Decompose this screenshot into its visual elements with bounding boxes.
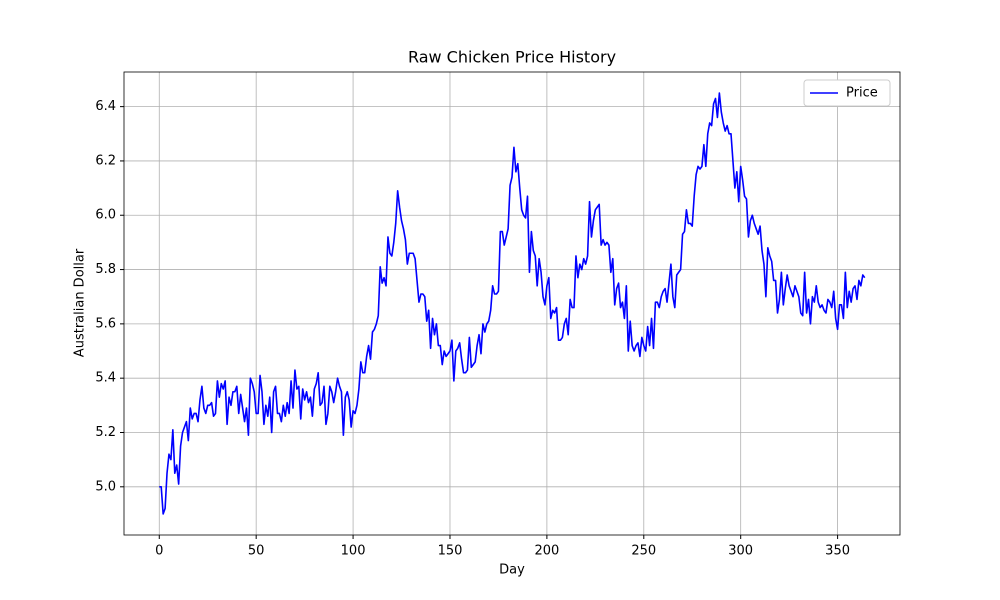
plot-frame [123, 71, 901, 536]
x-axis-label: Day [499, 563, 525, 578]
price-line [159, 92, 866, 515]
x-tick-label: 150 [438, 544, 463, 559]
x-tick-label: 0 [155, 544, 163, 559]
x-tick-label: 350 [825, 544, 850, 559]
legend-box [803, 79, 891, 107]
chart-title: Raw Chicken Price History [408, 48, 616, 67]
x-tick-label: 200 [534, 544, 559, 559]
legend-label: Price [846, 86, 878, 101]
x-tick-label: 50 [248, 544, 265, 559]
y-tick-label: 5.6 [95, 316, 116, 331]
y-tick-label: 6.4 [95, 99, 116, 114]
x-tick-label: 250 [631, 544, 656, 559]
y-tick-label: 5.4 [95, 371, 116, 386]
y-tick-label: 5.8 [95, 262, 116, 277]
y-tick-label: 6.0 [95, 208, 116, 223]
y-tick-label: 5.0 [95, 479, 116, 494]
y-tick-label: 6.2 [95, 153, 116, 168]
x-tick-label: 300 [728, 544, 753, 559]
y-tick-label: 5.2 [95, 425, 116, 440]
y-axis-label: Australian Dollar [73, 248, 88, 357]
x-tick-label: 100 [341, 544, 366, 559]
